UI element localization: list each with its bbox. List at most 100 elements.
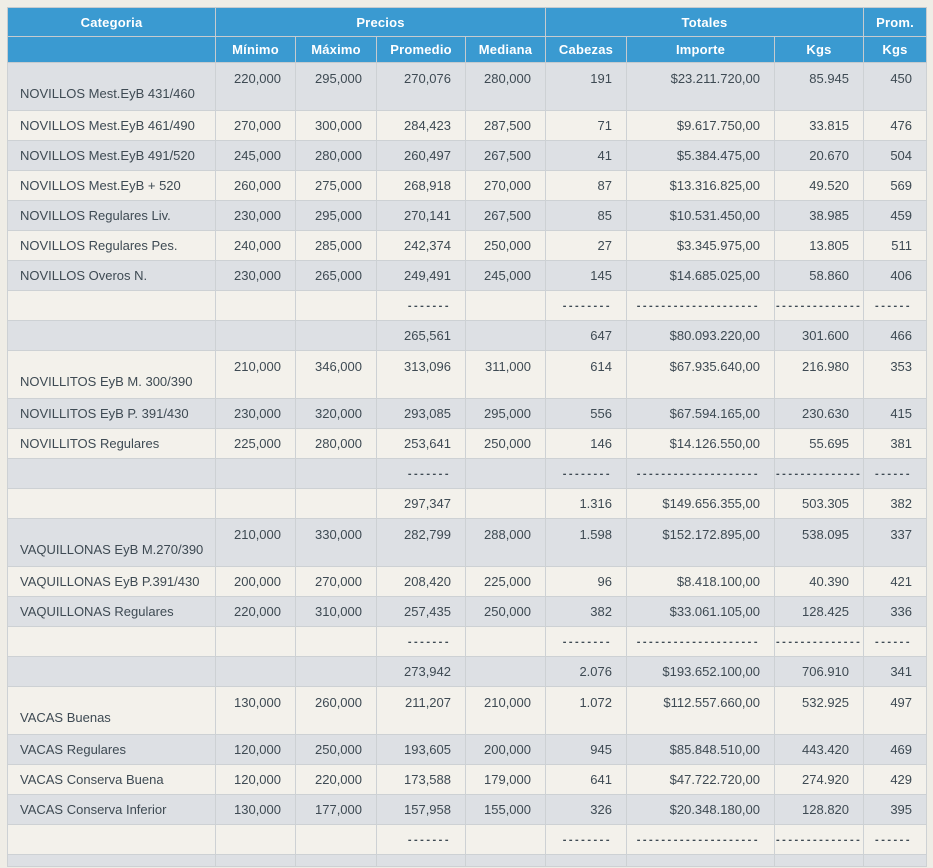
cell-mediana: 311,000 (465, 350, 546, 399)
cell-kgs: 216.980 (773, 350, 865, 399)
cell-kgs: 128.425 (773, 596, 865, 627)
cell-prom-kgs: 337 (863, 518, 928, 567)
cell-maximo (295, 626, 377, 657)
cell-kgs: -------------- (773, 626, 865, 657)
cell-cabezas: 145 (545, 260, 627, 291)
cell-cabezas: 556 (545, 398, 627, 429)
cell-cabezas: 27 (545, 230, 627, 261)
table-row: NOVILLOS Mest.EyB + 520 260,000 275,000 268… (7, 170, 928, 201)
cell-minimo: 200,000 (215, 566, 296, 597)
header-mediana: Mediana (465, 36, 546, 63)
cell-kgs: 128.820 (773, 794, 865, 825)
cell-maximo: 265,000 (295, 260, 377, 291)
cell-promedio: 260,497 (376, 140, 466, 171)
cell-kgs: -------------- (773, 824, 865, 855)
cell-promedio: 282,799 (376, 518, 466, 567)
cell-importe: $149.656.355,00 (626, 488, 775, 519)
cell-categoria (7, 320, 216, 351)
cell-maximo: 280,000 (295, 428, 377, 459)
cell-promedio: 157,958 (376, 794, 466, 825)
cell-minimo (215, 290, 296, 321)
cell-promedio: 265,561 (376, 320, 466, 351)
cell-cabezas: -------- (545, 824, 627, 855)
cell-maximo: 330,000 (295, 518, 377, 567)
cell-minimo: 210,000 (215, 518, 296, 567)
cell-kgs: 230.630 (773, 398, 865, 429)
cell-promedio (376, 854, 466, 867)
table-row: VACAS Regulares 120,000 250,000 193,605 200,… (7, 734, 928, 765)
cell-prom-kgs: 353 (863, 350, 928, 399)
cell-kgs: 274.920 (773, 764, 865, 795)
cell-prom-kgs: ------ (863, 458, 928, 489)
header-categoria-empty (7, 36, 216, 63)
cell-categoria: NOVILLITOS Regulares (7, 428, 216, 459)
cell-maximo (295, 290, 377, 321)
cell-minimo: 245,000 (215, 140, 296, 171)
cell-minimo (215, 626, 296, 657)
cell-importe: $33.061.105,00 (626, 596, 775, 627)
cell-categoria: NOVILLITOS EyB P. 391/430 (7, 398, 216, 429)
cell-kgs: 706.910 (773, 656, 865, 687)
cell-minimo (215, 854, 296, 867)
table-row: NOVILLOS Mest.EyB 491/520 245,000 280,000 2… (7, 140, 928, 171)
table-row: ------- -------- -------------------- -----… (7, 626, 928, 657)
table-row: ------- -------- -------------------- -----… (7, 290, 928, 321)
cell-cabezas: 96 (545, 566, 627, 597)
cell-mediana: 280,000 (465, 62, 546, 111)
table-row: NOVILLITOS EyB P. 391/430 230,000 320,000 2… (7, 398, 928, 429)
cell-minimo: 220,000 (215, 596, 296, 627)
cell-promedio: 273,942 (376, 656, 466, 687)
header-categoria: Categoria (7, 7, 216, 37)
cell-categoria (7, 626, 216, 657)
cell-mediana: 270,000 (465, 170, 546, 201)
cell-categoria: NOVILLOS Regulares Liv. (7, 200, 216, 231)
cell-mediana: 250,000 (465, 596, 546, 627)
cell-importe: $9.617.750,00 (626, 110, 775, 141)
table-row: VACAS Conserva Buena 120,000 220,000 173,58… (7, 764, 928, 795)
cell-importe: $67.935.640,00 (626, 350, 775, 399)
cell-kgs: -------------- (773, 290, 865, 321)
cell-minimo: 260,000 (215, 170, 296, 201)
cell-maximo: 260,000 (295, 686, 377, 735)
cell-categoria: VAQUILLONAS EyB M.270/390 (7, 518, 216, 567)
cell-maximo: 346,000 (295, 350, 377, 399)
cell-mediana: 287,500 (465, 110, 546, 141)
cell-mediana: 250,000 (465, 428, 546, 459)
price-table-container: Categoria Precios Totales Prom. Mínimo M… (7, 7, 928, 867)
cell-categoria (7, 458, 216, 489)
cell-cabezas: 326 (545, 794, 627, 825)
cell-maximo (295, 656, 377, 687)
cell-promedio: ------- (376, 824, 466, 855)
cell-minimo (215, 320, 296, 351)
cell-importe: $80.093.220,00 (626, 320, 775, 351)
cell-categoria (7, 290, 216, 321)
table-row: VACAS Buenas 130,000 260,000 211,207 210,000… (7, 686, 928, 735)
cell-maximo: 295,000 (295, 62, 377, 111)
cell-importe: -------------------- (626, 626, 775, 657)
cell-categoria: VACAS Regulares (7, 734, 216, 765)
cell-maximo (295, 488, 377, 519)
livestock-price-table: Categoria Precios Totales Prom. Mínimo M… (7, 7, 928, 867)
cell-kgs: -------------- (773, 458, 865, 489)
cell-cabezas: 1.072 (545, 686, 627, 735)
cell-promedio: 193,605 (376, 734, 466, 765)
cell-mediana (465, 626, 546, 657)
table-row: NOVILLOS Regulares Pes. 240,000 285,000 242… (7, 230, 928, 261)
cell-promedio: ------- (376, 626, 466, 657)
cell-minimo: 120,000 (215, 764, 296, 795)
cell-maximo: 250,000 (295, 734, 377, 765)
cell-prom-kgs: 504 (863, 140, 928, 171)
cell-prom-kgs: 415 (863, 398, 928, 429)
cell-minimo: 225,000 (215, 428, 296, 459)
cell-mediana (465, 824, 546, 855)
cell-promedio: 313,096 (376, 350, 466, 399)
table-row: 265,561 647 $80.093.220,00 301.600 466 (7, 320, 928, 351)
cell-kgs: 85.945 (773, 62, 865, 111)
cell-minimo: 130,000 (215, 794, 296, 825)
cell-maximo (295, 854, 377, 867)
cell-minimo: 230,000 (215, 200, 296, 231)
cell-promedio: 249,491 (376, 260, 466, 291)
cell-importe: $5.384.475,00 (626, 140, 775, 171)
cell-mediana (465, 656, 546, 687)
